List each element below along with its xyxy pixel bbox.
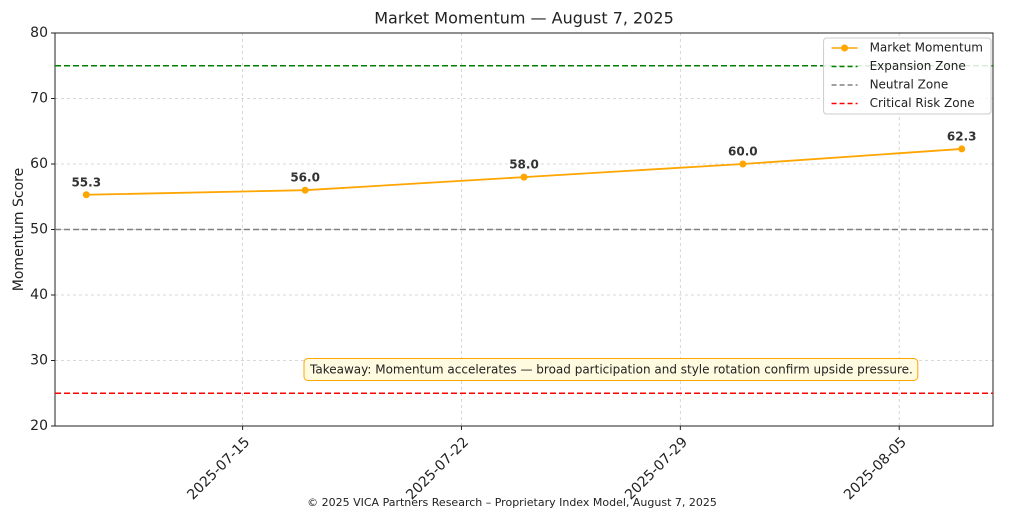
footer: © 2025 VICA Partners Research – Propriet… — [307, 496, 717, 509]
y-tick-label: 20 — [30, 418, 48, 434]
y-axis-label: Momentum Score — [11, 168, 27, 291]
data-label: 56.0 — [290, 171, 320, 185]
data-point — [82, 191, 90, 199]
data-label: 58.0 — [509, 158, 539, 172]
data-point — [520, 173, 528, 181]
legend-box — [823, 37, 992, 115]
legend-label: Critical Risk Zone — [870, 96, 975, 110]
x-tick-label: 2025-07-29 — [622, 434, 691, 503]
x-tick-label: 2025-08-05 — [841, 434, 910, 503]
data-label: 60.0 — [728, 145, 758, 159]
y-tick-label: 60 — [30, 156, 48, 172]
legend-label: Expansion Zone — [870, 59, 966, 73]
data-point — [301, 186, 309, 194]
data-label: 62.3 — [947, 129, 977, 143]
legend-label: Market Momentum — [870, 41, 983, 55]
legend-label: Neutral Zone — [870, 78, 949, 92]
legend-marker — [841, 44, 849, 52]
y-tick-label: 50 — [30, 222, 48, 238]
data-point — [958, 145, 966, 153]
annotation: Takeaway: Momentum accelerates — broad p… — [309, 363, 913, 377]
data-point — [739, 160, 747, 168]
y-tick-label: 30 — [30, 353, 48, 369]
annotation-box — [303, 358, 919, 381]
y-tick-label: 40 — [30, 287, 48, 303]
data-label: 55.3 — [71, 175, 101, 189]
series-line — [86, 148, 962, 196]
y-tick-label: 70 — [30, 91, 48, 107]
legend: Market Momentum Expansion Zone Neutral Zon… — [823, 37, 992, 115]
x-tick-label: 2025-07-22 — [403, 434, 472, 503]
chart-title: Market Momentum — August 7, 2025 — [374, 9, 674, 28]
x-tick-label: 2025-07-15 — [184, 434, 253, 503]
y-tick-label: 80 — [30, 25, 48, 41]
